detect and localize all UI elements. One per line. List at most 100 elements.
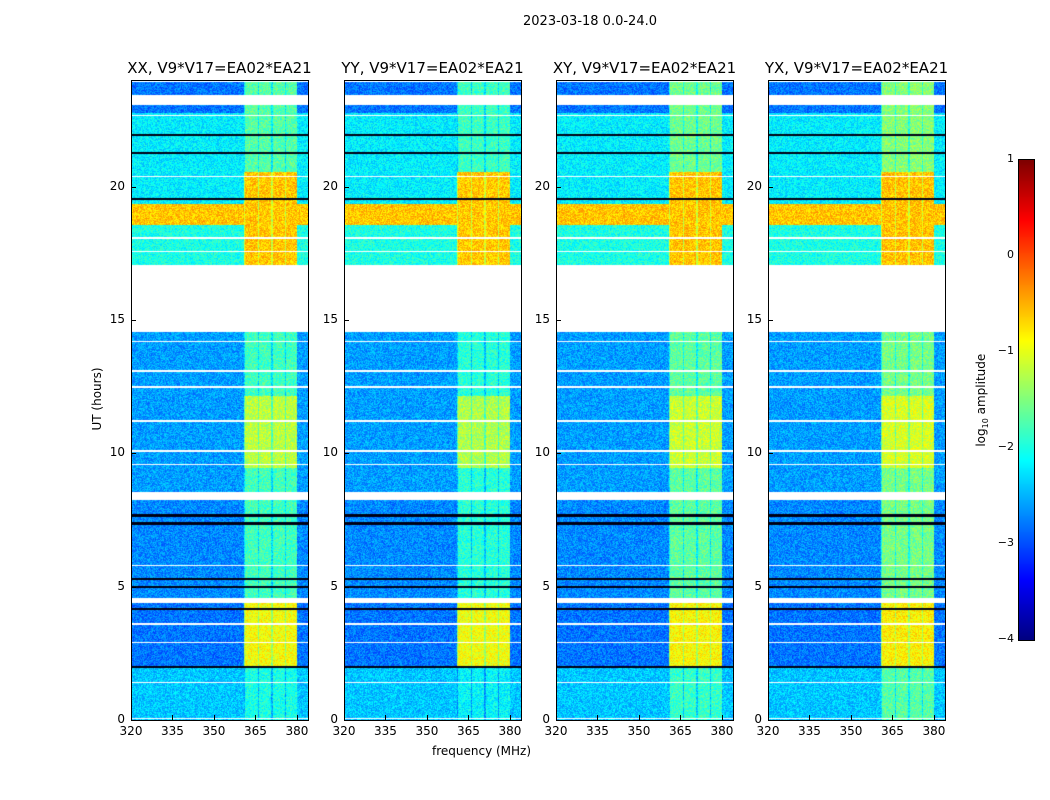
y-tick-label: 10 (322, 445, 338, 460)
heatmap-panel (131, 80, 309, 721)
y-tick-label: 20 (534, 178, 550, 193)
y-tick-mark (768, 320, 773, 321)
x-tick-label: 320 (756, 724, 780, 738)
x-tick-mark (296, 715, 298, 720)
x-tick-label: 380 (498, 724, 522, 738)
panel-title: YX, V9*V17=EA02*EA21 (764, 59, 949, 77)
y-tick-label: 5 (117, 578, 125, 593)
x-tick-mark (850, 715, 852, 720)
y-tick-mark (344, 720, 349, 721)
y-tick-label: 20 (322, 178, 338, 193)
heatmap-image (132, 81, 308, 720)
x-tick-mark (556, 715, 557, 720)
x-tick-mark (933, 715, 935, 720)
heatmap-image (557, 81, 733, 720)
x-tick-label: 335 (161, 724, 184, 738)
y-tick-label: 15 (322, 312, 338, 326)
x-tick-label: 380 (285, 724, 309, 738)
colorbar-tick-label: 1 (1007, 152, 1014, 165)
y-tick-label: 10 (109, 445, 125, 460)
y-tick-label: 0 (117, 712, 125, 726)
y-tick-mark (344, 453, 349, 455)
x-tick-mark (213, 715, 215, 720)
x-tick-mark (892, 715, 894, 720)
y-tick-label: 10 (746, 445, 762, 460)
x-tick-label: 380 (922, 724, 946, 738)
y-tick-label: 10 (534, 445, 550, 460)
x-tick-label: 380 (710, 724, 734, 738)
y-tick-mark (556, 453, 561, 455)
x-tick-label: 335 (374, 724, 397, 738)
x-tick-label: 335 (798, 724, 821, 738)
figure-title: 2023-03-18 0.0-24.0 (523, 14, 657, 29)
y-tick-mark (556, 720, 561, 721)
x-tick-label: 320 (544, 724, 568, 738)
y-tick-mark (344, 320, 349, 321)
colorbar-tick-label: −4 (997, 632, 1014, 645)
y-tick-label: 5 (330, 578, 338, 593)
y-tick-mark (131, 186, 136, 188)
x-tick-mark (426, 715, 428, 720)
x-tick-label: 350 (627, 724, 651, 738)
y-tick-label: 5 (754, 578, 762, 593)
colorbar-tick-label: 0 (1007, 248, 1014, 261)
heatmap-panel (768, 80, 946, 721)
colorbar-tick-label: −1 (997, 344, 1014, 357)
panel-title: XX, V9*V17=EA02*EA21 (127, 59, 312, 77)
colorbar-tick-label: −2 (997, 440, 1014, 453)
x-tick-mark (255, 715, 257, 720)
x-tick-mark (721, 715, 723, 720)
x-tick-mark (638, 715, 640, 720)
colorbar (1018, 159, 1035, 641)
x-tick-mark (768, 715, 769, 720)
y-tick-mark (556, 186, 561, 188)
x-tick-label: 365 (457, 724, 480, 738)
x-tick-label: 320 (119, 724, 143, 738)
heatmap-panel (556, 80, 734, 721)
y-tick-label: 0 (330, 712, 338, 726)
y-tick-label: 15 (746, 312, 762, 326)
x-tick-label: 365 (244, 724, 267, 738)
x-tick-mark (468, 715, 470, 720)
x-tick-label: 365 (669, 724, 692, 738)
panel-title: YY, V9*V17=EA02*EA21 (341, 59, 524, 77)
y-tick-mark (556, 320, 561, 321)
y-tick-mark (131, 320, 136, 321)
y-tick-mark (768, 720, 773, 721)
panel-title: XY, V9*V17=EA02*EA21 (552, 59, 737, 77)
y-tick-label: 0 (542, 712, 550, 726)
y-tick-mark (768, 186, 773, 188)
y-tick-mark (131, 720, 136, 721)
colorbar-gradient (1019, 160, 1034, 640)
heatmap-panel (344, 80, 522, 721)
x-tick-label: 320 (332, 724, 356, 738)
y-tick-mark (131, 586, 136, 588)
x-tick-mark (131, 715, 132, 720)
y-tick-label: 20 (746, 178, 762, 193)
heatmap-image (769, 81, 945, 720)
x-tick-mark (809, 715, 811, 720)
x-tick-label: 350 (839, 724, 863, 738)
y-tick-label: 20 (109, 178, 125, 193)
x-tick-mark (385, 715, 387, 720)
y-tick-mark (768, 453, 773, 455)
colorbar-tick-label: −3 (997, 536, 1014, 549)
y-tick-label: 15 (534, 312, 550, 326)
y-tick-mark (131, 453, 136, 455)
x-tick-mark (344, 715, 345, 720)
x-tick-mark (680, 715, 682, 720)
x-tick-mark (172, 715, 174, 720)
y-tick-mark (344, 186, 349, 188)
x-tick-label: 350 (415, 724, 439, 738)
heatmap-image (345, 81, 521, 720)
y-tick-label: 5 (542, 578, 550, 593)
colorbar-label: log10 amplitude (973, 353, 991, 447)
y-tick-mark (768, 586, 773, 588)
y-tick-mark (556, 586, 561, 588)
y-axis-label: UT (hours) (90, 367, 104, 431)
x-tick-mark (597, 715, 599, 720)
x-axis-label: frequency (MHz) (432, 744, 532, 758)
x-tick-label: 365 (881, 724, 904, 738)
y-tick-label: 15 (109, 312, 125, 326)
